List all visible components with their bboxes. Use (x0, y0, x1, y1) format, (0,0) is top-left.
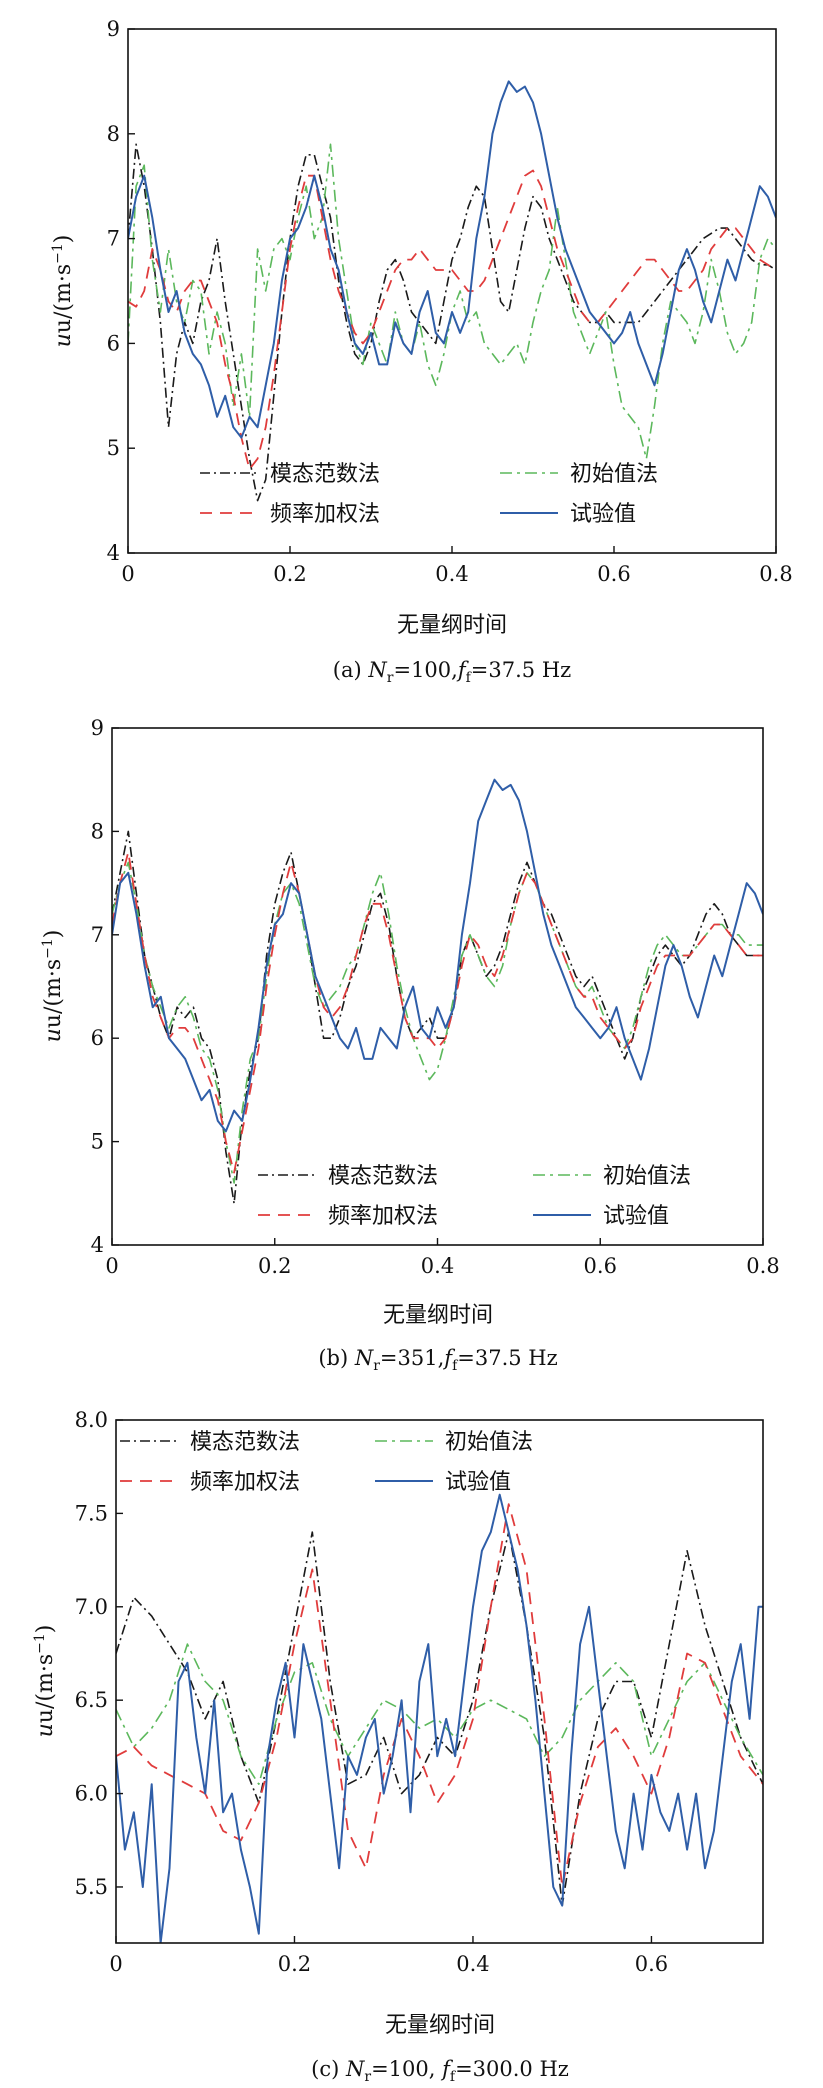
y-tick-label-c-4: 7.5 (75, 1501, 108, 1525)
y-tick-label-b-4: 8 (91, 819, 104, 843)
series-line-c-1 (116, 1643, 763, 1785)
y-tick-label-a-2: 6 (107, 331, 120, 355)
series-line-c-0 (116, 1531, 763, 1907)
x-tick-label-b-0: 0 (105, 1254, 118, 1278)
plot-frame-c (115, 1419, 764, 1944)
panel-a: (a) Nr=100,ff=37.5 Hz 无量纲时间 uu/(m·s−1) 0… (50, 17, 793, 686)
y-axis-title-b: uu/(m·s−1) (40, 930, 66, 1043)
x-tick-label-c-2: 0.4 (456, 1952, 489, 1976)
series-line-a-3 (128, 80, 776, 439)
y-tick-label-b-0: 4 (91, 1233, 104, 1257)
y-tick-label-a-4: 8 (107, 122, 120, 146)
x-tick-label-a-4: 0.8 (759, 562, 792, 586)
legend-label-c-2: 频率加权法 (190, 1470, 300, 1495)
y-tick-label-b-3: 7 (91, 923, 104, 947)
legend-label-c-1: 初始值法 (445, 1430, 533, 1455)
series-line-b-0 (112, 830, 763, 1205)
y-axis-title-c: uu/(m·s−1) (32, 1625, 58, 1738)
plot-area-b (112, 728, 763, 1245)
y-tick-label-b-2: 6 (91, 1026, 104, 1050)
x-tick-label-b-1: 0.2 (258, 1254, 291, 1278)
legend-label-a-3: 试验值 (570, 502, 636, 527)
caption-c: (c) Nr=100, ff=300.0 Hz (311, 2057, 569, 2085)
y-tick-label-a-5: 9 (107, 17, 120, 41)
legend-label-b-0: 模态范数法 (328, 1164, 438, 1189)
x-tick-label-c-1: 0.2 (278, 1952, 311, 1976)
caption-b: (b) Nr=351,ff=37.5 Hz (318, 1346, 557, 1374)
plot-area-c (116, 1420, 763, 1943)
panel-c: (c) Nr=100, ff=300.0 Hz 无量纲时间 uu/(m·s−1)… (32, 1408, 764, 2085)
x-tick-label-a-3: 0.6 (597, 562, 630, 586)
plot-area-a (128, 29, 776, 553)
x-tick-label-a-1: 0.2 (273, 562, 306, 586)
x-axis-title-c: 无量纲时间 (385, 2013, 495, 2038)
legend-label-c-0: 模态范数法 (190, 1430, 300, 1455)
y-tick-label-a-3: 7 (107, 227, 120, 251)
y-tick-label-c-2: 6.5 (75, 1688, 108, 1712)
x-tick-label-b-4: 0.8 (746, 1254, 779, 1278)
y-tick-label-c-1: 6.0 (75, 1782, 108, 1806)
panel-b: (b) Nr=351,ff=37.5 Hz 无量纲时间 uu/(m·s−1) 0… (40, 716, 780, 1374)
caption-a: (a) Nr=100,ff=37.5 Hz (333, 658, 571, 686)
x-axis-title-a: 无量纲时间 (397, 613, 507, 638)
legend-label-a-0: 模态范数法 (270, 462, 380, 487)
series-line-a-0 (128, 143, 776, 502)
y-tick-label-c-0: 5.5 (75, 1875, 108, 1899)
series-line-b-1 (112, 861, 763, 1184)
x-tick-label-c-0: 0 (109, 1952, 122, 1976)
y-tick-label-c-3: 7.0 (75, 1595, 108, 1619)
x-tick-label-a-0: 0 (121, 562, 134, 586)
series-line-b-3 (112, 778, 763, 1133)
legend-label-b-3: 试验值 (603, 1204, 669, 1229)
y-tick-label-c-5: 8.0 (75, 1408, 108, 1432)
x-tick-label-b-2: 0.4 (421, 1254, 454, 1278)
legend-label-a-2: 频率加权法 (270, 502, 380, 527)
x-tick-label-b-3: 0.6 (584, 1254, 617, 1278)
x-tick-label-a-2: 0.4 (435, 562, 468, 586)
series-line-a-2 (128, 169, 776, 471)
y-tick-label-a-0: 4 (107, 541, 120, 565)
legend-label-a-1: 初始值法 (570, 462, 658, 487)
series-line-c-2 (116, 1503, 763, 1888)
y-tick-label-a-1: 5 (107, 436, 120, 460)
legend-label-b-2: 频率加权法 (328, 1204, 438, 1229)
y-tick-label-b-5: 9 (91, 716, 104, 740)
x-axis-title-b: 无量纲时间 (383, 1303, 493, 1328)
series-line-c-3 (116, 1493, 763, 1943)
y-axis-title-a: uu/(m·s−1) (50, 235, 76, 348)
series-line-b-2 (112, 851, 763, 1174)
legend-label-b-1: 初始值法 (603, 1164, 691, 1189)
x-tick-label-c-3: 0.6 (635, 1952, 668, 1976)
y-tick-label-b-1: 5 (91, 1130, 104, 1154)
legend-label-c-3: 试验值 (445, 1470, 511, 1495)
